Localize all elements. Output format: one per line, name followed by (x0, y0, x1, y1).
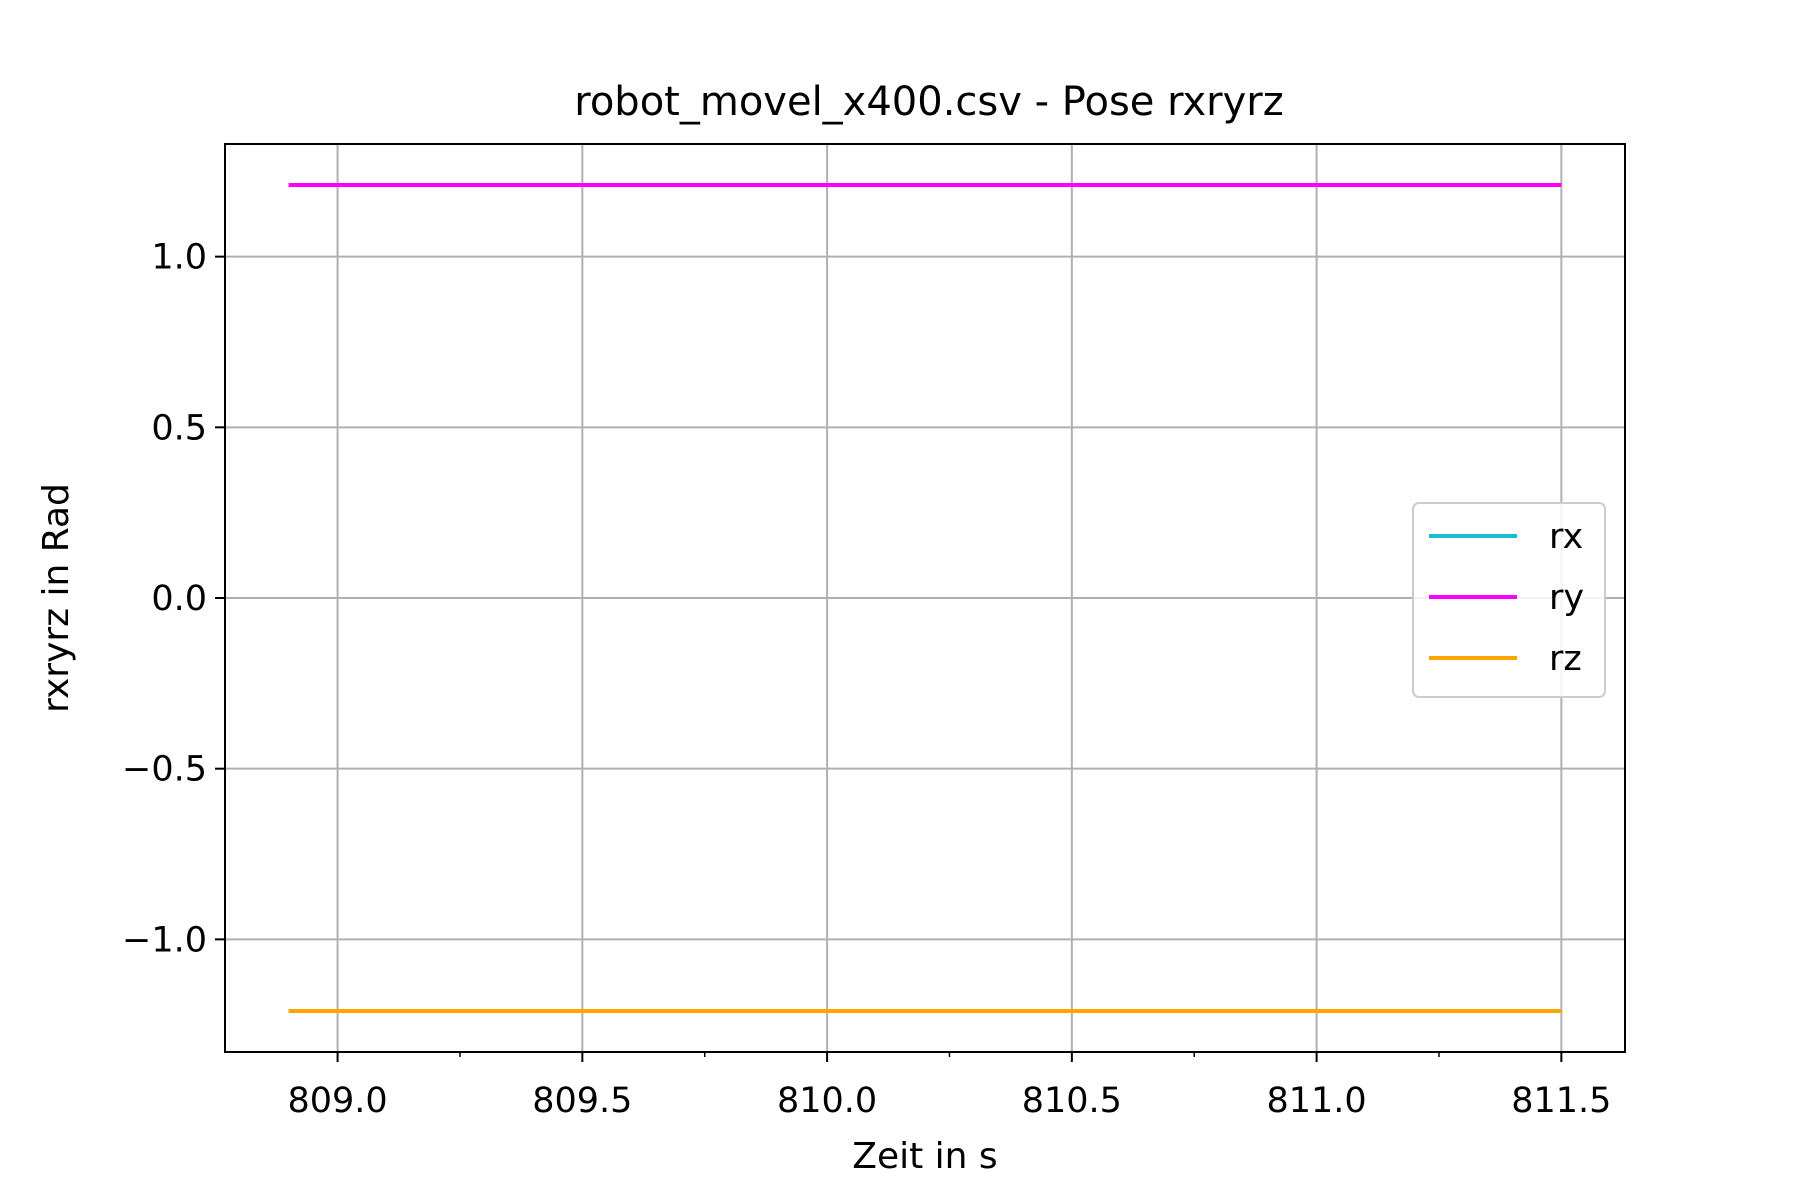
legend-label-ry: ry (1549, 578, 1584, 618)
y-tick-label: 0.5 (151, 408, 207, 448)
legend-box (1412, 502, 1606, 698)
y-tick-label: 1.0 (151, 238, 207, 278)
x-axis-label: Zeit in s (852, 1136, 997, 1177)
legend-label-rz: rz (1549, 639, 1582, 679)
x-tick-label: 809.0 (287, 1081, 387, 1121)
chart-title: robot_movel_x400.csv - Pose rxryrz (574, 79, 1283, 125)
y-tick-label: −1.0 (122, 920, 207, 960)
series-lines (288, 182, 1562, 1014)
x-axis: 809.0 809.5 810.0 810.5 811.0 811.5 (287, 1052, 1611, 1121)
y-axis-label: rxryrz in Rad (36, 483, 77, 713)
y-axis: −1.0 −0.5 0.0 0.5 1.0 (122, 238, 225, 960)
grid (225, 144, 1625, 1052)
x-tick-label: 810.0 (777, 1081, 877, 1121)
y-tick-label: 0.0 (151, 579, 207, 619)
legend-label-rx: rx (1549, 517, 1583, 557)
legend: rx ry rz (1412, 502, 1606, 698)
y-tick-label: −0.5 (122, 750, 207, 790)
x-tick-label: 811.0 (1267, 1081, 1367, 1121)
x-tick-label: 809.5 (532, 1081, 632, 1121)
x-tick-label: 810.5 (1022, 1081, 1122, 1121)
x-tick-label: 811.5 (1511, 1081, 1611, 1121)
